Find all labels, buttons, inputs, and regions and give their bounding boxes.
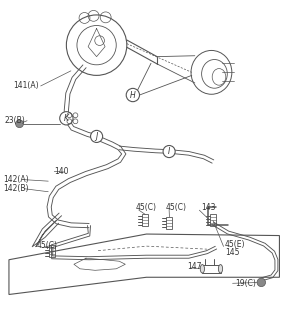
Text: H: H [130, 91, 136, 100]
Text: 45(C): 45(C) [136, 203, 157, 212]
Text: 45(E): 45(E) [225, 239, 246, 249]
Bar [142, 214, 148, 227]
Text: J: J [95, 132, 98, 141]
Text: 143: 143 [201, 203, 215, 212]
Text: 142(A): 142(A) [3, 175, 29, 184]
Circle shape [126, 88, 139, 102]
Text: 45(C): 45(C) [36, 241, 57, 250]
Circle shape [257, 278, 266, 287]
Text: 147: 147 [187, 262, 202, 271]
Circle shape [91, 130, 103, 142]
Bar [49, 245, 55, 257]
Bar [167, 217, 172, 229]
Ellipse shape [218, 265, 223, 273]
Text: 142(B): 142(B) [3, 184, 28, 193]
Circle shape [16, 120, 23, 128]
Text: K: K [64, 114, 69, 123]
Text: 145: 145 [225, 248, 239, 257]
Circle shape [60, 112, 73, 125]
Circle shape [163, 146, 175, 157]
Ellipse shape [200, 265, 204, 273]
Text: 19(C): 19(C) [235, 279, 257, 288]
Text: 141(A): 141(A) [13, 82, 39, 91]
Text: 140: 140 [54, 167, 69, 176]
Text: 45(C): 45(C) [166, 203, 187, 212]
Text: I: I [168, 147, 170, 156]
Bar [202, 265, 221, 273]
Text: 23(B): 23(B) [4, 116, 25, 125]
Bar [210, 214, 216, 227]
